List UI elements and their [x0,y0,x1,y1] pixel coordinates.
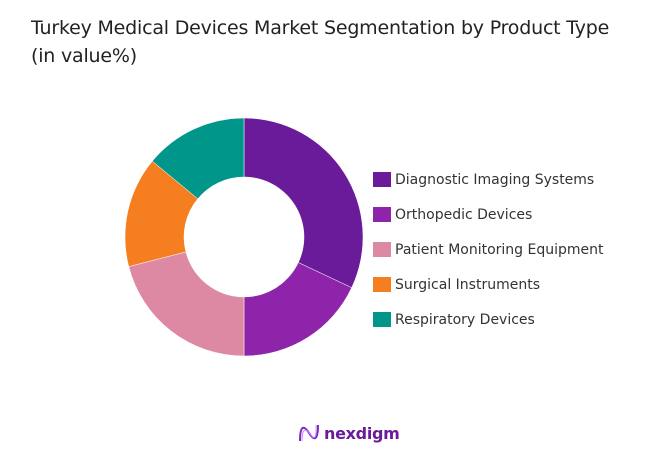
chart-legend: Diagnostic Imaging Systems Orthopedic Dev… [373,162,604,337]
nexdigm-wave-logo-icon [299,424,319,442]
legend-label: Patient Monitoring Equipment [395,241,604,258]
legend-item: Diagnostic Imaging Systems [373,162,604,197]
legend-item: Respiratory Devices [373,302,604,337]
nexdigm-logo: nexdigm [298,423,400,443]
legend-swatch [373,277,391,292]
legend-label: Diagnostic Imaging Systems [395,171,595,188]
chart-title: Turkey Medical Devices Market Segmentati… [31,17,610,67]
donut-slice-patient-monitoring-equipment [128,251,245,357]
legend-label: Surgical Instruments [395,276,540,293]
donut-slice-diagnostic-imaging-systems [243,117,364,289]
legend-item: Surgical Instruments [373,267,604,302]
legend-swatch [373,172,391,187]
legend-label: Respiratory Devices [395,311,535,328]
donut-slice-respiratory-devices [151,117,245,200]
logo-text: nexdigm [324,423,400,443]
legend-label: Orthopedic Devices [395,206,533,223]
legend-item: Patient Monitoring Equipment [373,232,604,267]
legend-swatch [373,242,391,257]
legend-swatch [373,312,391,327]
legend-swatch [373,207,391,222]
legend-item: Orthopedic Devices [373,197,604,232]
